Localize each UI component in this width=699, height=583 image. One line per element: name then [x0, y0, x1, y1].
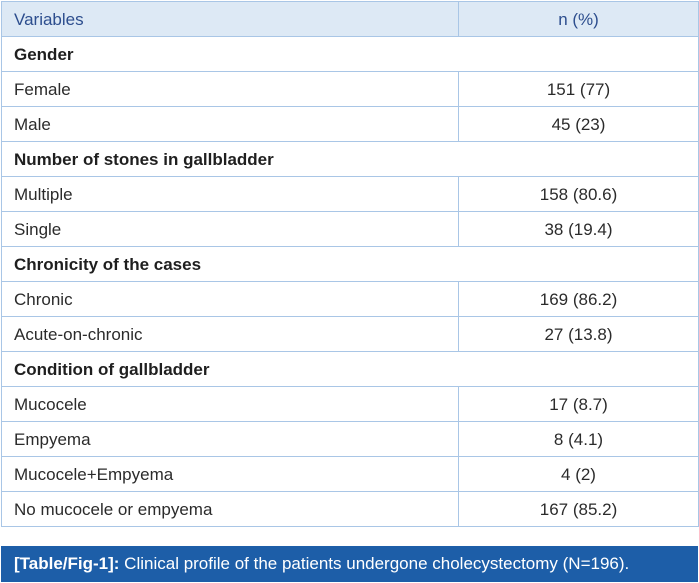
row-label: Female	[1, 71, 459, 107]
table-row: Single 38 (19.4)	[1, 211, 699, 247]
row-value: 4 (2)	[458, 456, 699, 492]
row-label: Empyema	[1, 421, 459, 457]
row-label: Single	[1, 211, 459, 247]
row-label: Chronic	[1, 281, 459, 317]
row-value: 151 (77)	[458, 71, 699, 107]
table-row: Female 151 (77)	[1, 71, 699, 107]
row-value: 27 (13.8)	[458, 316, 699, 352]
row-value: 8 (4.1)	[458, 421, 699, 457]
table-row: Multiple 158 (80.6)	[1, 176, 699, 212]
group-row-condition: Condition of gallbladder	[1, 351, 699, 387]
table-row: Male 45 (23)	[1, 106, 699, 142]
table-header-row: Variables n (%)	[1, 1, 699, 37]
group-title: Chronicity of the cases	[1, 246, 699, 282]
caption-reference: [Table/Fig-1]:	[14, 554, 120, 573]
row-label: No mucocele or empyema	[1, 491, 459, 527]
row-value: 45 (23)	[458, 106, 699, 142]
caption-text: Clinical profile of the patients undergo…	[119, 554, 630, 573]
row-value: 167 (85.2)	[458, 491, 699, 527]
table-row: No mucocele or empyema 167 (85.2)	[1, 491, 699, 527]
group-row-gender: Gender	[1, 36, 699, 72]
table-row: Mucocele+Empyema 4 (2)	[1, 456, 699, 492]
row-label: Male	[1, 106, 459, 142]
table-row: Acute-on-chronic 27 (13.8)	[1, 316, 699, 352]
group-row-chronicity: Chronicity of the cases	[1, 246, 699, 282]
row-label: Multiple	[1, 176, 459, 212]
row-value: 17 (8.7)	[458, 386, 699, 422]
group-row-number-of-stones: Number of stones in gallbladder	[1, 141, 699, 177]
row-value: 169 (86.2)	[458, 281, 699, 317]
header-variables: Variables	[1, 1, 459, 37]
row-value: 158 (80.6)	[458, 176, 699, 212]
table-row: Mucocele 17 (8.7)	[1, 386, 699, 422]
row-label: Acute-on-chronic	[1, 316, 459, 352]
clinical-profile-table: Variables n (%) Gender Female 151 (77) M…	[1, 1, 699, 527]
row-label: Mucocele+Empyema	[1, 456, 459, 492]
group-title: Condition of gallbladder	[1, 351, 699, 387]
table-row: Empyema 8 (4.1)	[1, 421, 699, 457]
group-title: Gender	[1, 36, 699, 72]
table-row: Chronic 169 (86.2)	[1, 281, 699, 317]
table-caption: [Table/Fig-1]: Clinical profile of the p…	[1, 546, 698, 582]
header-n-percent: n (%)	[458, 1, 699, 37]
group-title: Number of stones in gallbladder	[1, 141, 699, 177]
row-label: Mucocele	[1, 386, 459, 422]
row-value: 38 (19.4)	[458, 211, 699, 247]
